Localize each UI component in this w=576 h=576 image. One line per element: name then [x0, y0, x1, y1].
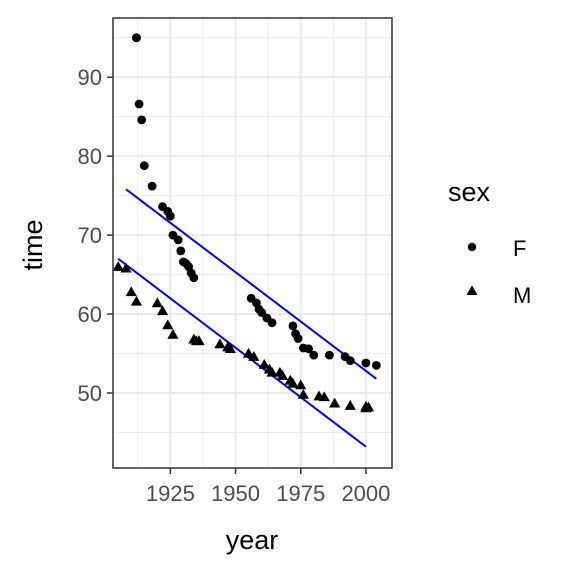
point-m	[276, 370, 289, 380]
y-axis: 50 60 70 80 90	[78, 65, 113, 406]
grid-lines	[113, 18, 392, 468]
point-m	[112, 261, 124, 271]
point-m	[151, 297, 163, 308]
y-tick-label: 60	[78, 302, 102, 327]
point-m	[125, 286, 137, 297]
point-f	[173, 235, 183, 245]
point-m	[258, 358, 270, 369]
point-f	[147, 181, 157, 191]
point-m	[156, 305, 169, 316]
point-f	[293, 334, 303, 343]
point-m	[248, 351, 260, 361]
y-tick-label: 90	[78, 65, 102, 90]
point-f	[134, 99, 144, 109]
point-m	[214, 338, 226, 349]
point-f	[165, 211, 175, 221]
point-f	[345, 356, 355, 366]
panel-border	[112, 17, 393, 469]
point-m	[224, 343, 236, 353]
point-m	[193, 335, 205, 346]
fit-lines	[117, 188, 377, 448]
y-tick-label: 70	[78, 223, 102, 248]
x-axis: 1925 1950 1975 2000	[146, 468, 390, 506]
x-axis-title: year	[226, 525, 279, 555]
fit-line-f	[125, 188, 377, 380]
point-m	[242, 347, 255, 358]
point-m	[162, 319, 174, 330]
point-f	[257, 308, 267, 317]
x-tick-label: 1975	[276, 481, 325, 506]
y-tick-label: 50	[78, 381, 102, 406]
point-m	[360, 402, 372, 413]
point-f	[325, 350, 334, 360]
x-tick-label: 2000	[341, 481, 390, 506]
point-f	[139, 161, 149, 171]
legend-label-f: F	[513, 236, 526, 261]
point-m	[287, 377, 299, 388]
point-f	[309, 350, 319, 360]
fit-line-m	[117, 257, 367, 448]
point-m	[295, 379, 307, 390]
legend-label-m: M	[513, 283, 531, 308]
y-axis-title: time	[18, 219, 48, 270]
point-f	[288, 321, 298, 331]
point-m	[344, 400, 356, 410]
legend-key-circle-icon	[467, 242, 477, 252]
legend-key-triangle-icon	[466, 285, 478, 295]
point-m	[329, 397, 341, 408]
data-points	[112, 33, 381, 413]
point-f	[137, 115, 147, 125]
point-f	[132, 33, 141, 43]
legend: sex F M	[448, 177, 531, 308]
point-f	[304, 344, 313, 354]
x-tick-label: 1950	[211, 481, 260, 506]
point-m	[167, 328, 179, 339]
x-tick-label: 1925	[146, 481, 195, 506]
point-f	[267, 318, 277, 328]
point-f	[176, 246, 186, 256]
y-tick-label: 80	[78, 144, 102, 169]
point-m	[318, 391, 330, 402]
point-f	[361, 358, 371, 368]
legend-title: sex	[448, 177, 491, 207]
point-m	[130, 295, 143, 306]
panel-frame	[112, 17, 393, 469]
point-f	[189, 273, 199, 283]
point-f	[371, 360, 381, 370]
point-m	[266, 366, 278, 377]
point-m	[120, 262, 132, 273]
point-m	[297, 388, 309, 399]
